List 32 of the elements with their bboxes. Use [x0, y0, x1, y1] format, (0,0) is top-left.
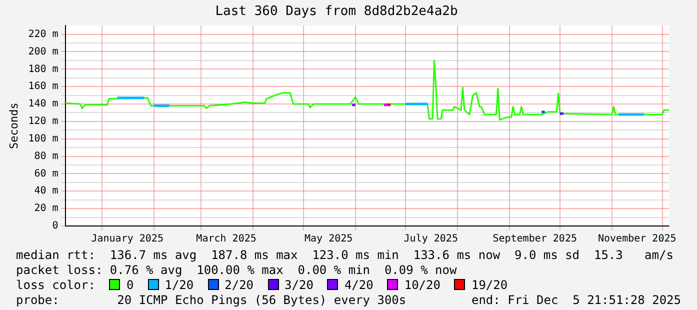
- legend-label: 4/20: [344, 278, 374, 292]
- legend-label: 3/20: [284, 278, 314, 292]
- text: probe: 20 ICMP Echo Pings (56 Bytes) every 300s: [16, 293, 406, 308]
- text: packet loss: 0.76 % avg 100.00 % max 0.00 % min 0.09 % now: [16, 263, 458, 278]
- x-tick-label: May 2025: [304, 234, 353, 245]
- y-tick-label: 0: [52, 220, 58, 232]
- legend-label: 2/20: [224, 278, 254, 292]
- y-tick-label: 220 m: [28, 28, 58, 40]
- y-tick-label: 80 m: [34, 150, 58, 162]
- chart-title: Last 360 Days from 8d8d2b2e4a2b: [215, 4, 458, 20]
- x-tick-label: September 2025: [492, 234, 577, 245]
- x-tick-label: November 2025: [598, 234, 676, 245]
- y-tick-label: 180 m: [28, 64, 58, 75]
- y-tick-label: 40 m: [34, 186, 58, 197]
- legend-label: 10/20: [404, 278, 440, 292]
- y-tick-label: 140 m: [28, 98, 58, 110]
- y-tick-label: 60 m: [34, 168, 58, 180]
- y-tick-label: 200 m: [28, 46, 58, 58]
- x-tick-label: July 2025: [404, 234, 458, 245]
- legend-label: 0: [126, 278, 134, 292]
- y-tick-label: 100 m: [28, 133, 58, 144]
- legend-label: 19/20: [471, 278, 508, 292]
- legend-label: 1/20: [164, 278, 194, 292]
- x-tick-label: March 2025: [196, 234, 256, 245]
- legend-title: loss color:: [16, 278, 96, 292]
- y-tick-label: 160 m: [28, 81, 58, 92]
- text: end: Fri Dec 5 21:51:28 2025: [471, 293, 681, 308]
- y-tick-label: 20 m: [34, 203, 58, 214]
- y-tick-label: 120 m: [28, 116, 58, 128]
- text: median rtt: 136.7 ms avg 187.8 ms max 123.0 ms min 133.6 ms now 9.0 ms sd 15.3 am/s: [16, 248, 674, 263]
- x-tick-label: January 2025: [91, 234, 164, 245]
- y-axis-title: Seconds: [7, 102, 20, 149]
